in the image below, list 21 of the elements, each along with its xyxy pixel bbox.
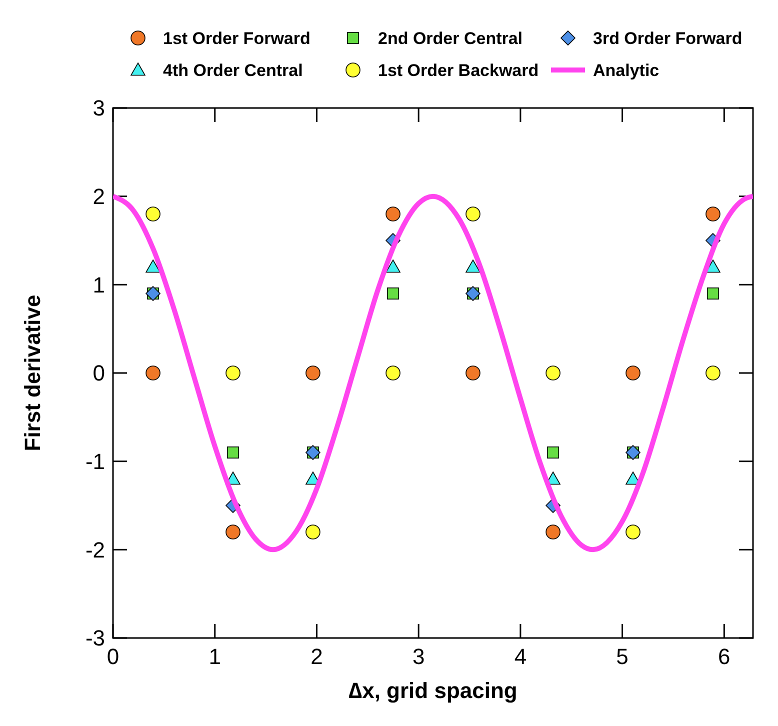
x-tick-label: 1 (208, 644, 221, 669)
y-tick-label: 3 (92, 96, 105, 121)
y-tick-label: -3 (85, 626, 105, 651)
legend-label: 2nd Order Central (378, 28, 523, 48)
y-tick-label: 1 (92, 272, 105, 298)
y-tick-label: -1 (85, 449, 105, 474)
x-axis-title: ∆x, grid spacing (348, 678, 518, 703)
legend-label: 1st Order Forward (163, 28, 310, 48)
legend-label: 1st Order Backward (378, 60, 539, 80)
y-tick-label: 0 (92, 360, 105, 386)
y-tick-label: 2 (92, 184, 105, 210)
x-tick-label: 5 (616, 644, 628, 669)
y-tick-label: -2 (85, 537, 105, 562)
x-tick-label: 2 (310, 644, 323, 669)
x-tick-label: 3 (412, 644, 425, 669)
x-tick-label: 6 (718, 644, 730, 669)
x-tick-label: 4 (514, 644, 527, 669)
legend-label: Analytic (593, 60, 660, 80)
legend-label: 4th Order Central (163, 60, 303, 80)
legend-label: 3rd Order Forward (593, 28, 742, 48)
y-axis-title: First derivative (20, 294, 45, 452)
